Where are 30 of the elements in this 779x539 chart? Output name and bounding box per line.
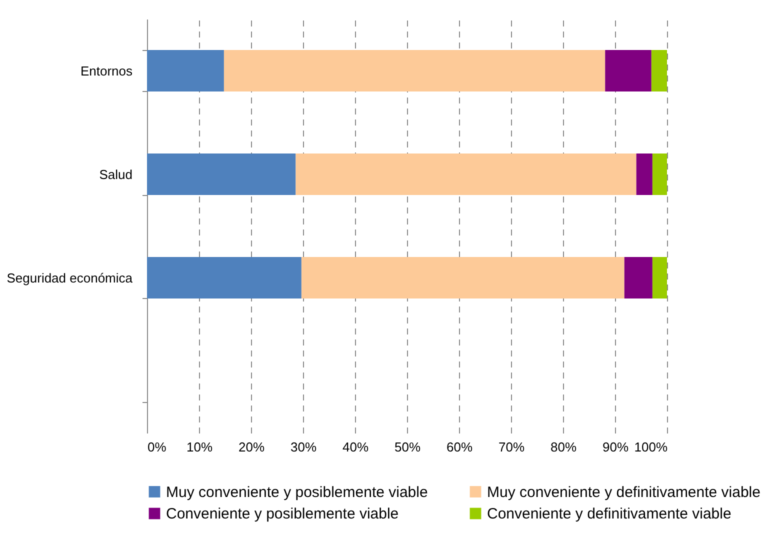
bar	[301, 257, 624, 298]
legend-label: Muy conveniente y definitivamente viable	[487, 484, 760, 501]
x-tick-label: 40%	[342, 440, 369, 454]
bar	[147, 257, 302, 298]
y-tick-label: Entornos	[80, 63, 133, 78]
bar	[652, 257, 667, 298]
legend-label: Muy conveniente y posiblemente viable	[166, 484, 428, 501]
bar	[652, 154, 667, 195]
x-tick-label: 0%	[148, 440, 167, 454]
x-tick-label: 30%	[290, 440, 317, 454]
legend-label: Conveniente y posiblemente viable	[166, 506, 399, 522]
y-tick-label: Seguridad económica	[6, 270, 134, 286]
x-tick-label: 50%	[394, 440, 421, 454]
x-tick-label: 70%	[498, 440, 525, 454]
legend-label: Conveniente y definitivamente viable	[487, 506, 732, 522]
x-tick-label: 10%	[186, 440, 213, 454]
bar	[636, 154, 652, 195]
x-tick-label: 20%	[238, 440, 265, 454]
bar	[624, 257, 652, 298]
bar	[296, 154, 636, 195]
bar	[224, 50, 606, 92]
x-tick-label: 90%	[602, 440, 629, 454]
x-tick-label: 80%	[550, 440, 577, 454]
x-tick-label: 60%	[446, 440, 473, 454]
bar	[147, 154, 296, 195]
bar	[605, 50, 652, 92]
x-tick-label: 100%	[634, 440, 668, 454]
y-tick-label: Salud	[99, 166, 132, 182]
bar	[651, 50, 667, 92]
bar	[147, 50, 224, 92]
